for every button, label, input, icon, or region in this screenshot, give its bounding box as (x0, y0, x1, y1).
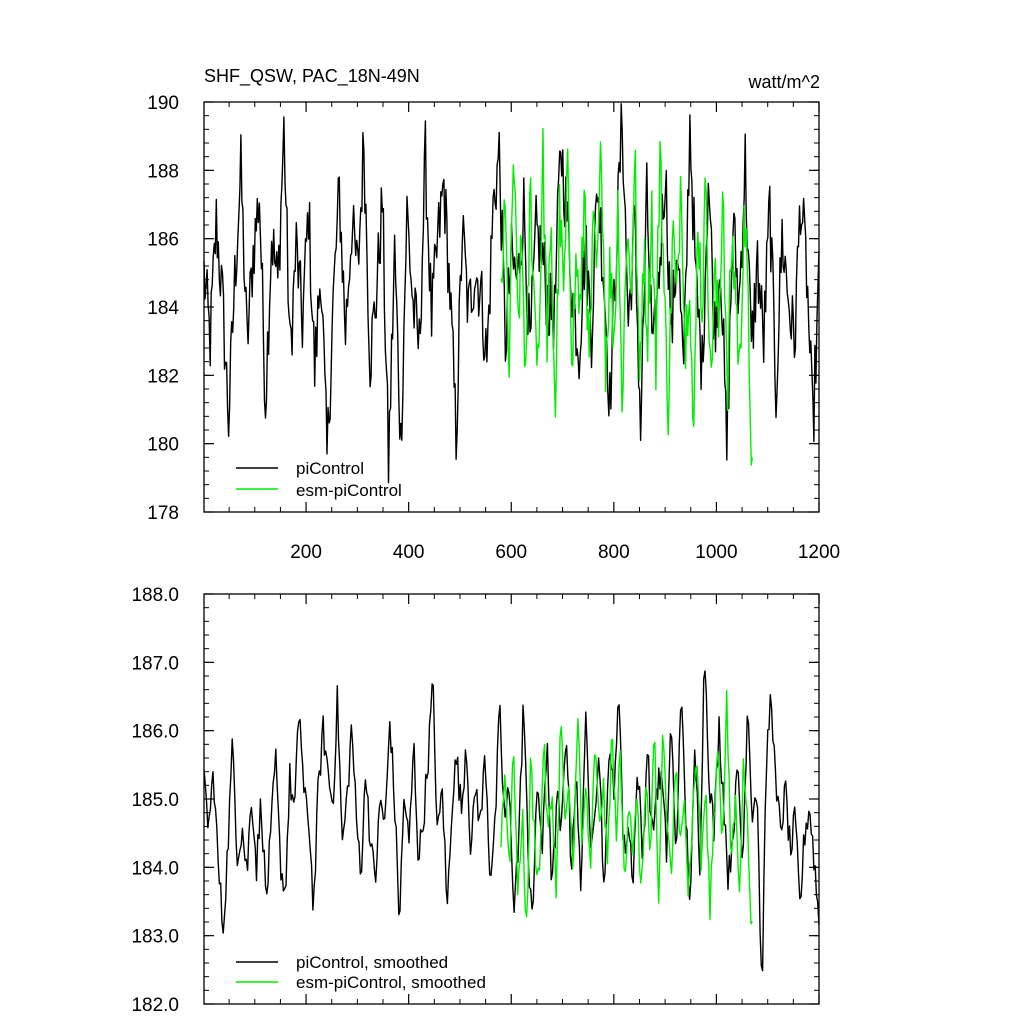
series-line-esm-picontrol (500, 127, 753, 466)
y-tick-label: 183.0 (131, 927, 179, 948)
chart-title: SHF_QSW, PAC_18N-49N (204, 66, 420, 87)
series-line-esm-picontrol-smoothed (500, 690, 753, 925)
units-label: watt/m^2 (748, 72, 820, 92)
y-tick-label: 184.0 (131, 858, 179, 879)
bottom-axes-group: 182.0 183.0 184.0 185.0 186.0 187.0 188.0 (131, 585, 820, 1016)
x-tick-label: 200 (290, 542, 322, 563)
y-tick-label: 182 (147, 366, 179, 387)
legend-label-esm-picontrol: esm-piControl (296, 481, 402, 500)
y-tick-label: 188 (147, 161, 179, 182)
series-line-picontrol (203, 103, 820, 484)
top-panel: SHF_QSW, PAC_18N-49N watt/m^2 1781801821… (147, 66, 840, 563)
x-tick-label: 1000 (695, 542, 737, 563)
y-tick-label: 178 (147, 503, 179, 524)
top-series-group (203, 103, 820, 484)
x-tick-label: 1200 (798, 542, 840, 563)
legend-label-esm-picontrol-smoothed: esm-piControl, smoothed (296, 973, 486, 992)
top-axes-group: 178 180 182 184 186 188 190 200 400 600 800 1000 120… (147, 93, 840, 563)
y-tick-label: 182.0 (131, 995, 179, 1016)
bottom-panel: 182.0 183.0 184.0 185.0 186.0 187.0 188.0 piCo… (131, 585, 820, 1016)
y-tick-label: 180 (147, 435, 179, 456)
x-tick-label: 800 (598, 542, 630, 563)
bottom-legend: piControl, smoothed esm-piControl, smoot… (236, 953, 486, 992)
bottom-series-group (203, 670, 820, 972)
x-tick-label: 600 (495, 542, 527, 563)
legend-label-picontrol-smoothed: piControl, smoothed (296, 953, 448, 972)
y-tick-label: 188.0 (131, 585, 179, 606)
y-tick-label: 186.0 (131, 722, 179, 743)
legend-label-picontrol: piControl (296, 459, 364, 478)
y-tick-label: 187.0 (131, 653, 179, 674)
y-tick-label: 184 (147, 298, 179, 319)
y-tick-label: 185.0 (131, 790, 179, 811)
top-legend: piControl esm-piControl (236, 459, 402, 500)
y-tick-label: 190 (147, 93, 179, 114)
x-tick-label: 400 (393, 542, 425, 563)
y-tick-label: 186 (147, 230, 179, 251)
